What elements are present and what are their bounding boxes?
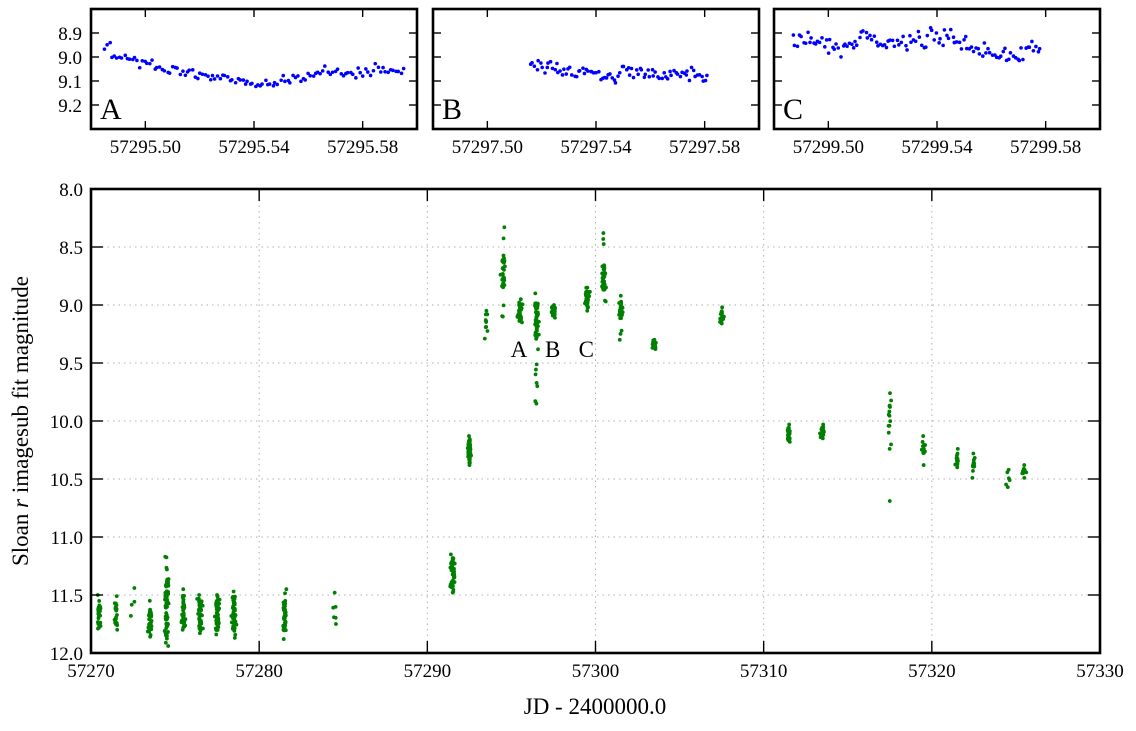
y-tick-label: 9.5 — [59, 354, 83, 375]
y-axis-title-part-1: Sloan — [8, 508, 33, 566]
main-plot-frame — [89, 187, 1102, 655]
inset-y-tick-label: 8.9 — [58, 24, 82, 45]
x-axis-title: JD - 2400000.0 — [524, 694, 666, 719]
y-tick-label: 8.5 — [59, 238, 83, 259]
inset-panel-label: A — [100, 93, 122, 126]
inset-x-tick-label: 57297.58 — [669, 137, 740, 158]
main-axis-ticks: 57270 57280 57290 57300 57310 57320 57330 8.0 8.… — [50, 180, 1124, 682]
x-tick-label: 57300 — [572, 661, 620, 682]
x-tick-label: 57270 — [67, 661, 115, 682]
inset-panel-a: 57295.50 57295.54 57295.58 8.9 9.0 9.1 9.2 A — [58, 7, 419, 158]
cluster-annotation-a: A — [511, 337, 528, 362]
x-tick-label: 57330 — [1076, 661, 1124, 682]
x-tick-label: 57320 — [908, 661, 956, 682]
y-tick-label: 9.0 — [59, 296, 83, 317]
inset-x-tick-label: 57295.50 — [110, 137, 181, 158]
y-tick-label: 11.0 — [50, 528, 83, 549]
inset-panel-label: B — [442, 93, 462, 126]
inset-x-tick-label: 57295.58 — [327, 137, 398, 158]
inset-x-tick-label: 57299.58 — [1010, 137, 1081, 158]
inset-frame — [89, 7, 419, 131]
inset-frame — [431, 7, 761, 131]
x-tick-label: 57280 — [235, 661, 283, 682]
inset-x-tick-label: 57299.54 — [901, 137, 973, 158]
x-tick-label: 57290 — [404, 661, 452, 682]
inset-x-tick-label: 57299.50 — [793, 137, 864, 158]
inset-frame — [772, 7, 1102, 131]
inset-x-tick-label: 57297.54 — [560, 137, 632, 158]
inset-y-tick-label: 9.0 — [58, 48, 82, 69]
inset-x-tick-label: 57297.50 — [452, 137, 523, 158]
y-tick-label: 10.0 — [50, 412, 83, 433]
y-axis-title-part-3: imagesub fit magnitude — [8, 276, 33, 499]
y-axis-title: Sloan r imagesub fit magnitude — [8, 276, 33, 566]
main-grid-lines — [91, 189, 1100, 653]
inset-x-tick-label: 57295.54 — [218, 137, 290, 158]
y-tick-label: 10.5 — [50, 470, 83, 491]
inset-panel-b: 57297.50 57297.54 57297.58 B — [431, 7, 761, 158]
cluster-annotation-c: C — [579, 337, 594, 362]
y-axis-title-band: r — [8, 498, 33, 508]
inset-y-tick-label: 9.2 — [58, 96, 82, 117]
main-data-points — [95, 225, 1029, 648]
cluster-annotation-b: B — [545, 337, 560, 362]
inset-panel-label: C — [783, 93, 803, 126]
inset-y-tick-label: 9.1 — [58, 72, 82, 93]
y-tick-label: 11.5 — [50, 586, 83, 607]
y-tick-label: 8.0 — [59, 180, 83, 201]
y-tick-label: 12.0 — [50, 644, 83, 665]
x-tick-label: 57310 — [740, 661, 788, 682]
inset-panel-c: 57299.50 57299.54 57299.58 C — [772, 7, 1102, 158]
